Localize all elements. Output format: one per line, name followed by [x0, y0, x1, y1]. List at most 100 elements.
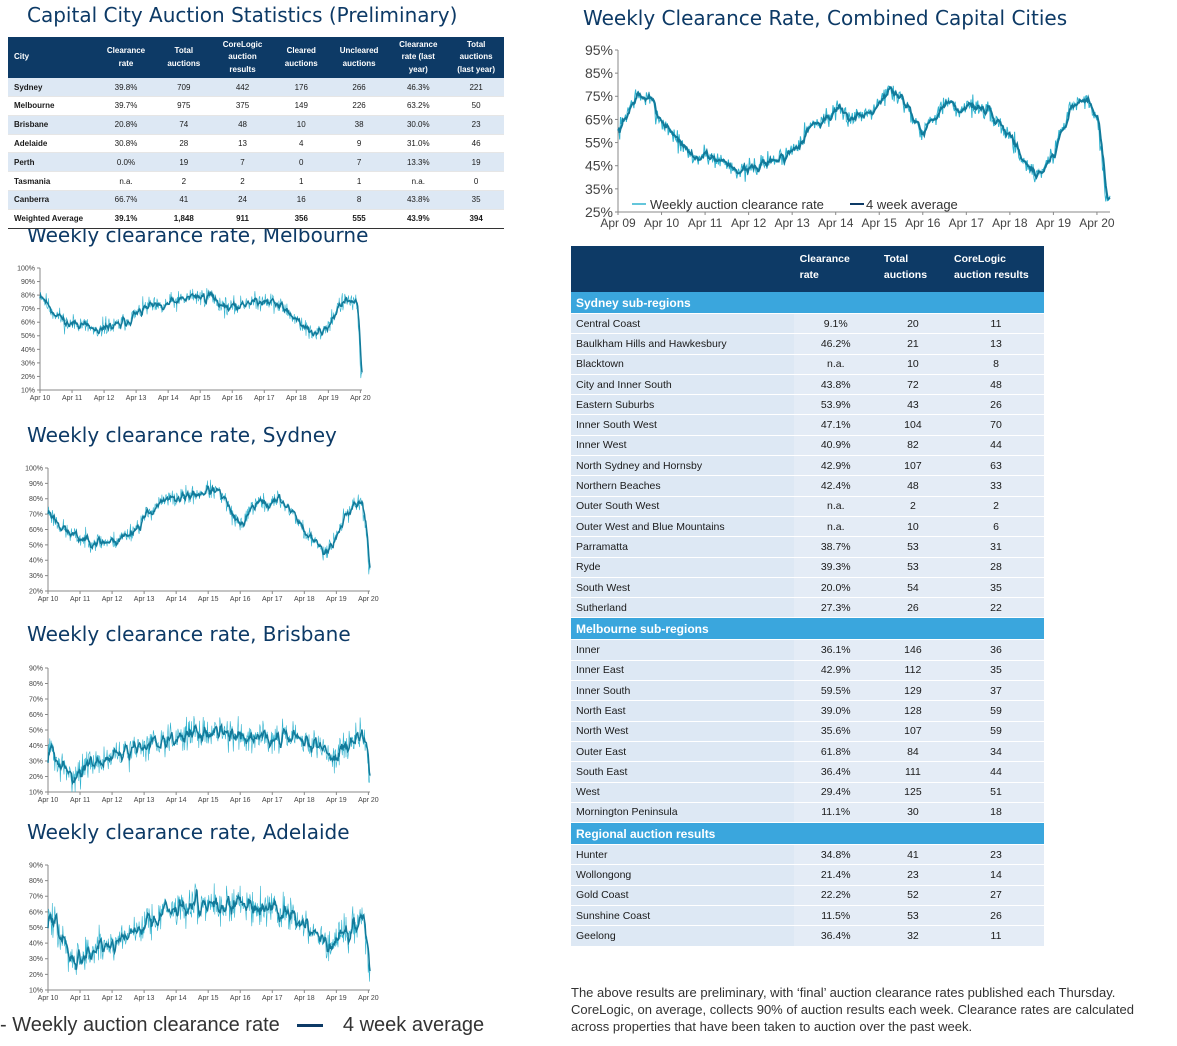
y-tick-label: 60%: [21, 320, 35, 327]
sub-table-cell: 23: [947, 844, 1044, 866]
city-table-header: City Clearance rate Total auctions CoreLogi…: [8, 37, 504, 79]
sub-table-row: Eastern Suburbs 53.9% 43 26: [571, 394, 1044, 416]
y-tick-label: 100%: [17, 265, 35, 272]
sub-table-cell: North West: [571, 721, 794, 742]
city-table-cell: 555: [329, 209, 389, 229]
city-table-body: Sydney 39.8% 709 442 176 266 46.3% 221 Melbourne…: [8, 78, 504, 229]
y-tick-label: 10%: [29, 987, 43, 994]
y-tick-label: 70%: [29, 894, 43, 901]
sub-table-section-row: Sydney sub-regions: [571, 292, 1044, 314]
city-table-cell: 41: [155, 190, 213, 210]
city-table-cell: 149: [272, 96, 330, 116]
x-tick-label: Apr 15: [198, 995, 219, 1002]
sub-table-cell: 8: [947, 354, 1044, 375]
x-tick-label: Apr 20: [358, 596, 379, 603]
y-tick-label: 20%: [21, 374, 35, 381]
city-table-cell: 176: [272, 78, 330, 97]
sub-table-section-title: Regional auction results: [571, 822, 1044, 846]
sub-table-row: North West 35.6% 107 59: [571, 721, 1044, 742]
sub-table-section-row: Regional auction results: [571, 822, 1044, 846]
sydney-clearance-chart: 20% 30% 40% 50% 60% 70% 80% 90% 100% Apr 10 Apr 11…: [25, 465, 379, 603]
y-tick-label: 45%: [585, 158, 613, 174]
results-footnote: The above results are preliminary, with …: [571, 985, 1134, 1034]
sub-table-cell: 51: [947, 782, 1044, 803]
sub-table-section-title: Melbourne sub-regions: [571, 617, 1044, 641]
city-table-cell: Tasmania: [8, 171, 97, 191]
sub-table-cell: 35: [947, 660, 1044, 682]
brisbane-chart-title: Weekly clearance rate, Brisbane: [27, 622, 351, 646]
sub-table-cell: 53: [877, 557, 948, 578]
city-table-cell: Sydney: [8, 78, 97, 97]
sub-table-cell: Outer South West: [571, 496, 794, 517]
x-tick-label: Apr 13: [134, 995, 155, 1002]
sub-table-cell: 59: [947, 721, 1044, 742]
sub-table-section-row: Melbourne sub-regions: [571, 617, 1044, 641]
y-tick-label: 50%: [29, 727, 43, 734]
x-tick-label: Apr 20: [350, 395, 371, 402]
sub-table-cell: Inner West: [571, 435, 794, 457]
x-tick-label: Apr 15: [190, 395, 211, 402]
x-tick-label: Apr 12: [731, 216, 767, 230]
x-tick-label: Apr 14: [818, 216, 854, 230]
city-table-header-cell: Cleared auctions: [272, 37, 330, 79]
y-tick-label: 30%: [21, 360, 35, 367]
y-tick-label: 40%: [21, 347, 35, 354]
city-table-cell: 30.0%: [388, 115, 449, 135]
sub-table-cell: Inner South West: [571, 414, 794, 436]
sub-table-cell: 37: [947, 680, 1044, 702]
y-tick-label: 75%: [585, 88, 613, 104]
y-tick-label: 90%: [21, 279, 35, 286]
city-table-cell: 19: [155, 152, 213, 173]
sub-table-cell: 44: [947, 761, 1044, 783]
city-table-cell: Melbourne: [8, 96, 97, 116]
sub-table-header-cell: Total auctions: [877, 246, 948, 292]
sub-table-cell: 146: [877, 639, 948, 661]
sub-table-cell: 59: [947, 700, 1044, 722]
sub-table-row: Inner South 59.5% 129 37: [571, 680, 1044, 702]
sub-table-row: North Sydney and Hornsby 42.9% 107 63: [571, 455, 1044, 477]
x-tick-label: Apr 20: [1079, 216, 1115, 230]
sub-table-cell: Ryde: [571, 557, 794, 578]
y-tick-label: 100%: [25, 465, 43, 472]
city-table-cell: 975: [155, 96, 213, 116]
sub-table-cell: 128: [877, 700, 948, 722]
sub-table-cell: 63: [947, 455, 1044, 477]
sub-table-cell: 6: [947, 516, 1044, 538]
sub-table-cell: 34: [947, 741, 1044, 763]
city-table-cell: 66.7%: [96, 190, 156, 210]
sub-table-header-cell: CoreLogic auction results: [947, 246, 1044, 292]
four-week-average-series-line: [47, 722, 371, 786]
y-tick-label: 95%: [585, 42, 613, 58]
sub-table-cell: 46.2%: [793, 333, 878, 355]
city-table-header-cell: City: [8, 37, 97, 79]
x-tick-label: Apr 19: [326, 797, 347, 804]
sub-table-cell: Outer West and Blue Mountains: [571, 516, 794, 538]
y-tick-label: 30%: [29, 573, 43, 580]
city-table-row: Brisbane 20.8% 74 48 10 38 30.0% 23: [8, 115, 504, 135]
weekly-rate-series-line: [617, 85, 1111, 202]
weekly-rate-series-line: [47, 479, 371, 575]
city-table-header-cell: Clearance rate: [96, 37, 156, 79]
sub-table-cell: 27: [947, 885, 1044, 907]
sub-table-row: Blacktown n.a. 10 8: [571, 354, 1044, 375]
sub-table-cell: 40.9%: [793, 435, 878, 457]
y-tick-label: 60%: [29, 909, 43, 916]
sub-table-row: Wollongong 21.4% 23 14: [571, 864, 1044, 886]
x-tick-label: Apr 14: [166, 995, 187, 1002]
x-tick-label: Apr 10: [38, 596, 59, 603]
sub-table-row: Central Coast 9.1% 20 11: [571, 313, 1044, 335]
city-table-cell: 442: [212, 78, 273, 97]
x-tick-label: Apr 12: [102, 995, 123, 1002]
sub-table-cell: 18: [947, 802, 1044, 824]
x-tick-label: Apr 17: [949, 216, 985, 230]
sub-table-cell: North East: [571, 700, 794, 722]
adelaide-chart-title: Weekly clearance rate, Adelaide: [27, 820, 350, 844]
sub-table-cell: 2: [877, 496, 948, 517]
city-table-cell: 2: [212, 171, 273, 191]
sub-table-row: Outer West and Blue Mountains n.a. 10 6: [571, 516, 1044, 538]
x-tick-label: Apr 12: [102, 596, 123, 603]
sub-table-cell: 26: [877, 597, 948, 619]
legend-average-label: 4 week average: [866, 197, 958, 212]
x-tick-label: Apr 14: [166, 797, 187, 804]
adelaide-clearance-chart: 10% 20% 30% 40% 50% 60% 70% 80% 90% Apr 10 Apr 11 A…: [29, 862, 379, 1002]
